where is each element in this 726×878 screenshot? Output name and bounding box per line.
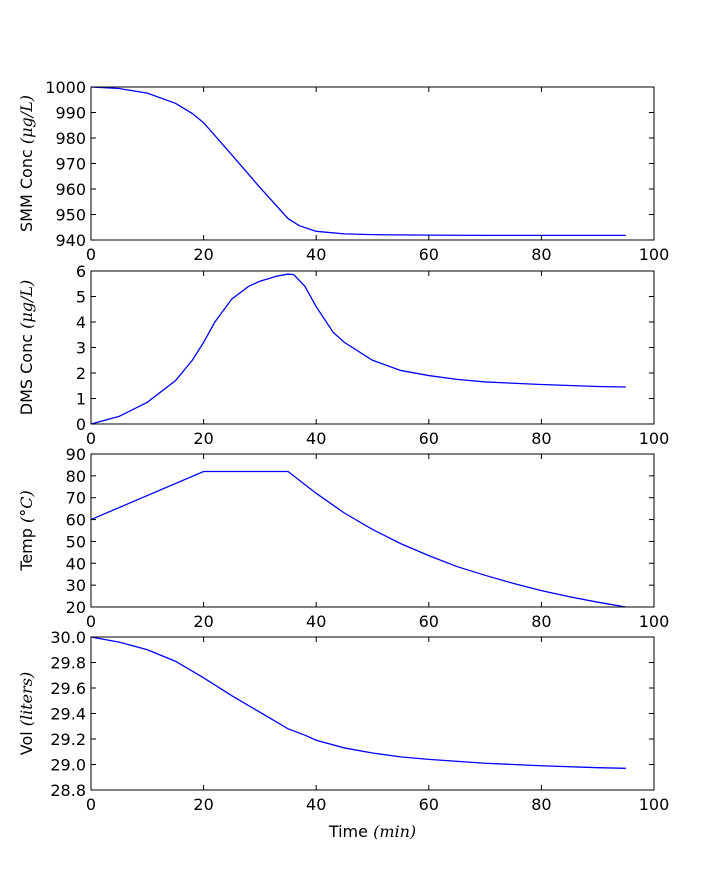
series-line <box>90 86 626 237</box>
x-tick-label: 60 <box>419 795 439 814</box>
subplot-4: 0 20 40 60 80 100 28.8 29.0 29.2 29.4 29.6 29.8 30.0… <box>17 628 669 841</box>
x-tick-label: 100 <box>639 245 670 264</box>
y-tick-label: 4 <box>76 313 86 332</box>
x-tick-label: 0 <box>86 429 96 448</box>
x-axis-label-text: Time <box>328 822 373 841</box>
x-tick-label: 20 <box>193 795 213 814</box>
y-axis-label-text: SMM Conc <box>17 144 36 232</box>
x-tick-label: 80 <box>531 612 551 631</box>
x-tick-label: 100 <box>639 429 670 448</box>
x-tick-label: 40 <box>306 429 326 448</box>
x-axis-label: Time (min) <box>328 822 416 841</box>
y-tick-label: 970 <box>55 155 86 174</box>
plot-frame <box>90 86 655 241</box>
y-tick-label: 29.8 <box>50 654 86 673</box>
x-tick-label: 40 <box>306 795 326 814</box>
y-tick-label: 980 <box>55 129 86 148</box>
y-axis-label: Vol (liters) <box>17 672 36 756</box>
y-tick-label: 29.6 <box>50 679 86 698</box>
y-tick-label: 6 <box>76 262 86 281</box>
y-axis-label-unit: (°C) <box>17 490 36 523</box>
y-tick-label: 2 <box>76 364 86 383</box>
series-line <box>90 470 626 608</box>
y-axis-label: DMS Conc (μg/L) <box>17 280 36 416</box>
x-tick-label: 40 <box>306 245 326 264</box>
y-tick-label: 3 <box>76 339 86 358</box>
y-tick-label: 1 <box>76 390 86 409</box>
y-tick-label: 0 <box>76 415 86 434</box>
y-tick-label: 940 <box>55 231 86 250</box>
y-axis-label-text: DMS Conc <box>17 329 36 415</box>
x-tick-label: 80 <box>531 795 551 814</box>
y-tick-label: 28.8 <box>50 781 86 800</box>
plot-frame <box>90 453 655 608</box>
x-tick-label: 20 <box>193 429 213 448</box>
x-tick-label: 80 <box>531 429 551 448</box>
subplot-2: 0 20 40 60 80 100 0 1 2 3 4 5 6 DMS Conc (μg/L) <box>17 262 669 448</box>
subplot-1: 0 20 40 60 80 100 940 950 960 970 980 990 1000 SMM Co… <box>17 78 669 264</box>
y-tick-label: 90 <box>66 445 86 464</box>
y-axis-label: SMM Conc (μg/L) <box>17 95 36 232</box>
plot-frame <box>90 270 655 425</box>
y-tick-label: 30.0 <box>50 628 86 647</box>
y-tick-label: 29.2 <box>50 730 86 749</box>
y-tick-label: 5 <box>76 288 86 307</box>
y-axis-label-text: Temp <box>17 523 36 572</box>
x-tick-label: 0 <box>86 612 96 631</box>
y-tick-label: 60 <box>66 511 86 530</box>
y-tick-label: 29.4 <box>50 705 86 724</box>
x-axis-label-unit: (min) <box>373 822 416 841</box>
series-line <box>90 273 626 425</box>
x-tick-label: 60 <box>419 245 439 264</box>
x-tick-label: 80 <box>531 245 551 264</box>
x-tick-label: 60 <box>419 612 439 631</box>
x-tick-label: 20 <box>193 245 213 264</box>
x-tick-label: 0 <box>86 245 96 264</box>
x-tick-label: 20 <box>193 612 213 631</box>
y-tick-label: 29.0 <box>50 756 86 775</box>
y-tick-label: 960 <box>55 180 86 199</box>
x-tick-label: 0 <box>86 795 96 814</box>
series-line <box>90 636 626 769</box>
y-axis-label-unit: (liters) <box>17 672 36 726</box>
y-tick-label: 80 <box>66 467 86 486</box>
y-axis-label-unit: (μg/L) <box>17 95 36 144</box>
y-tick-label: 70 <box>66 489 86 508</box>
y-tick-label: 30 <box>66 576 86 595</box>
y-axis-label: Temp (°C) <box>17 490 36 571</box>
y-tick-label: 1000 <box>45 78 86 97</box>
y-tick-label: 20 <box>66 598 86 617</box>
y-tick-label: 990 <box>55 104 86 123</box>
x-tick-label: 60 <box>419 429 439 448</box>
y-axis-label-text: Vol <box>17 726 36 755</box>
y-axis-label-unit: (μg/L) <box>17 280 36 329</box>
x-tick-label: 100 <box>639 612 670 631</box>
y-tick-label: 40 <box>66 554 86 573</box>
x-tick-label: 40 <box>306 612 326 631</box>
y-tick-label: 950 <box>55 206 86 225</box>
x-tick-label: 100 <box>639 795 670 814</box>
y-tick-label: 50 <box>66 532 86 551</box>
